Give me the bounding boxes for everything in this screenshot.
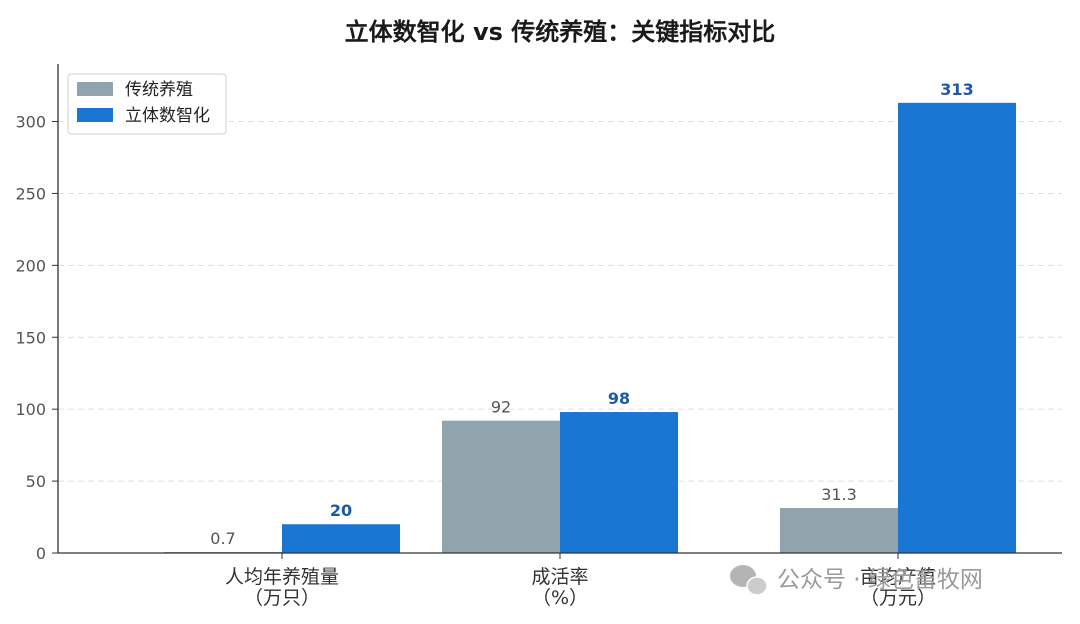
category-unit-label: （%） xyxy=(532,587,588,609)
bar-smart-1 xyxy=(560,412,678,553)
y-tick-label: 50 xyxy=(26,472,46,491)
data-label: 20 xyxy=(330,501,352,520)
category-unit-label: （万元） xyxy=(860,587,936,609)
data-label: 92 xyxy=(491,398,511,417)
legend-swatch xyxy=(77,108,113,122)
watermark-text: 公众号 · 绿色畜牧网 xyxy=(777,567,983,593)
data-label: 313 xyxy=(940,80,973,99)
data-label: 31.3 xyxy=(821,485,857,504)
legend-label: 传统养殖 xyxy=(125,80,193,100)
watermark: 公众号 · 绿色畜牧网 xyxy=(730,565,983,596)
category-unit-label: （万只） xyxy=(244,587,320,609)
y-tick-label: 250 xyxy=(15,184,46,203)
wechat-bubble-small xyxy=(746,576,768,596)
x-axis-categories: 人均年养殖量（万只） 成活率（%） 亩均产值（万元） xyxy=(225,553,936,609)
y-tick-label: 200 xyxy=(15,256,46,275)
bars xyxy=(164,102,1016,554)
chart-title: 立体数智化 vs 传统养殖：关键指标对比 xyxy=(345,18,776,46)
bar-traditional-1 xyxy=(442,420,560,553)
bar-smart-0 xyxy=(282,524,400,553)
legend-swatch xyxy=(77,82,113,96)
data-label: 98 xyxy=(608,389,630,408)
y-tick-label: 300 xyxy=(15,113,46,132)
category-label: 人均年养殖量 xyxy=(225,566,339,588)
y-tick-label: 100 xyxy=(15,400,46,419)
y-tick-label: 150 xyxy=(15,328,46,347)
bar-traditional-2 xyxy=(780,507,898,553)
category-label: 成活率 xyxy=(531,566,588,588)
category-label: 亩均产值 xyxy=(860,566,936,588)
y-tick-label: 0 xyxy=(36,544,46,563)
value-labels: 0.7 92 31.3 20 98 313 xyxy=(210,80,973,548)
data-label: 0.7 xyxy=(210,529,235,548)
legend-label: 立体数智化 xyxy=(125,106,210,126)
wechat-icon xyxy=(730,565,768,596)
y-axis-ticks: 0 50 100 150 200 250 300 xyxy=(15,113,58,563)
bar-smart-2 xyxy=(898,102,1016,554)
